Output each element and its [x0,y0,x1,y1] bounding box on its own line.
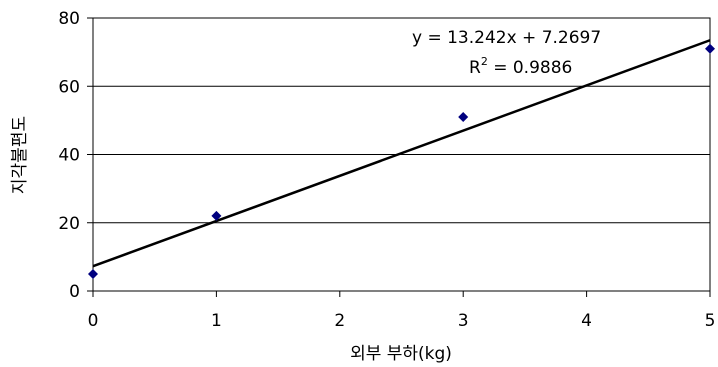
x-tick-label: 2 [334,311,345,331]
data-point [88,268,98,279]
y-tick-label: 40 [58,146,80,166]
x-tick-label: 5 [705,311,716,331]
y-tick-label: 60 [58,77,80,97]
data-point [211,210,222,221]
x-tick-label: 4 [581,311,592,331]
y-tick-label: 80 [58,9,80,29]
r-squared-exponent: 2 [481,55,488,68]
data-points [88,43,715,279]
x-tick-label: 3 [458,311,469,331]
x-axis-ticks: 0 1 2 3 4 5 [88,291,716,331]
data-point [705,43,715,54]
r-squared-value: = 0.9886 [488,58,573,78]
y-axis-title: 지각불편도 [10,116,30,194]
trendline [92,39,711,268]
r-squared-prefix: R [469,58,481,78]
x-tick-label: 1 [211,311,222,331]
data-point [458,111,469,122]
x-tick-label: 0 [88,311,99,331]
y-axis-ticks: 0 20 40 60 80 [58,9,93,302]
y-tick-label: 0 [69,282,80,302]
y-tick-label: 20 [58,214,80,234]
x-axis-title: 외부 부하(kg) [350,344,452,364]
equation-label: y = 13.242x + 7.2697 [412,28,601,48]
r-squared-label: R2 = 0.9886 [469,55,572,78]
